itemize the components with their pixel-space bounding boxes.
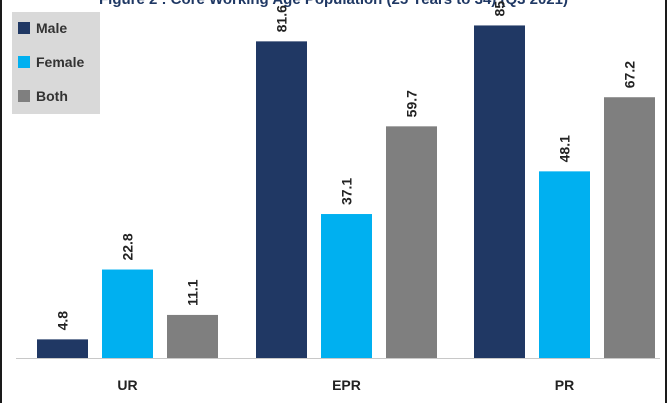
bar-ur-both bbox=[167, 314, 218, 358]
value-label-ur-both: 11.1 bbox=[185, 279, 201, 306]
value-label-pr-male: 85.7 bbox=[492, 0, 508, 16]
value-label-epr-male: 81.6 bbox=[274, 5, 290, 32]
legend-item-male: Male bbox=[18, 18, 67, 38]
chart-title: Figure 2 : Core Working Age Population (… bbox=[2, 0, 665, 8]
bar-pr-female bbox=[539, 171, 590, 358]
value-label-epr-female: 37.1 bbox=[339, 178, 355, 205]
bar-epr-female bbox=[321, 214, 372, 358]
value-label-ur-male: 4.8 bbox=[55, 311, 71, 331]
value-label-pr-both: 67.2 bbox=[622, 61, 638, 88]
value-label-ur-female: 22.8 bbox=[120, 233, 136, 260]
legend-swatch-male bbox=[18, 22, 30, 34]
legend-swatch-female bbox=[18, 56, 30, 68]
value-label-epr-both: 59.7 bbox=[404, 90, 420, 117]
legend-item-female: Female bbox=[18, 52, 84, 72]
legend-label-both: Both bbox=[36, 88, 68, 104]
bar-epr-male bbox=[256, 41, 307, 359]
legend-label-male: Male bbox=[36, 20, 68, 36]
category-label-pr: PR bbox=[555, 377, 574, 393]
value-label-pr-female: 48.1 bbox=[557, 135, 573, 162]
category-label-epr: EPR bbox=[332, 377, 361, 393]
legend: Male Female Both bbox=[12, 12, 100, 114]
bar-ur-male bbox=[37, 339, 88, 358]
bar-ur-female bbox=[102, 269, 153, 358]
category-label-ur: UR bbox=[117, 377, 137, 393]
legend-item-both: Both bbox=[18, 86, 68, 106]
bar-pr-both bbox=[604, 97, 655, 359]
legend-label-female: Female bbox=[36, 54, 85, 70]
legend-swatch-both bbox=[18, 90, 30, 102]
bar-epr-both bbox=[386, 126, 437, 358]
bar-pr-male bbox=[474, 25, 525, 358]
